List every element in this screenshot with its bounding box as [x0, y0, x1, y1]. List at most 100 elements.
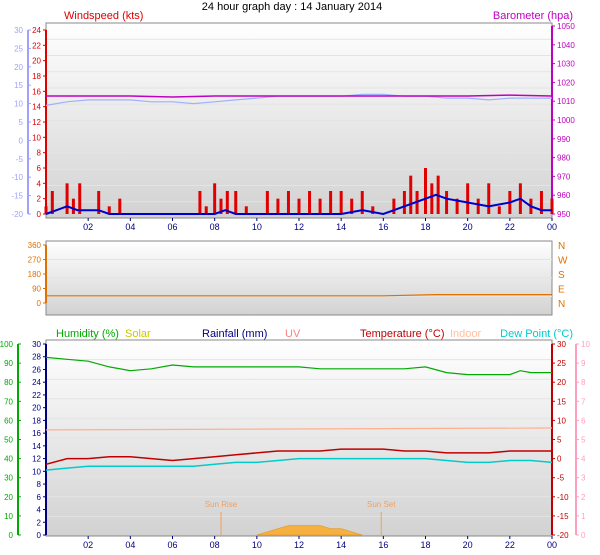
uv-axis-tick-label: 7 — [581, 397, 586, 406]
uv-axis-tick-label: 1 — [581, 512, 586, 521]
solar-axis-tick-label: 22 — [32, 391, 41, 400]
wind-gust-bar — [265, 191, 269, 214]
solar-axis-tick-label: 0 — [37, 531, 42, 540]
humidity-axis-tick-label: 60 — [4, 416, 13, 425]
solar-axis-tick-label: 28 — [32, 353, 41, 362]
wind-gust-bar — [360, 191, 364, 214]
windspeed-axis-tick-label: 8 — [37, 149, 42, 158]
windspeed-axis-tick-label: 22 — [32, 41, 41, 50]
barometer-axis-tick-label: 1020 — [557, 78, 575, 87]
x-tick-label: 02 — [83, 540, 93, 550]
left-temp-axis-tick-label: -5 — [16, 155, 24, 164]
wind-gust-bar — [466, 183, 470, 214]
humidity-axis-tick-label: 70 — [4, 397, 13, 406]
left-temp-axis-tick-label: 5 — [19, 118, 24, 127]
legend-solar: Solar — [125, 328, 151, 340]
barometer-axis-tick-label: 1030 — [557, 60, 575, 69]
barometer-axis-tick-label: 980 — [557, 154, 571, 163]
uv-axis-tick-label: 4 — [581, 455, 586, 464]
humidity-axis-tick-label: 80 — [4, 378, 13, 387]
chart-marks: 302520151050-5-10-15-2024222018161412108… — [0, 22, 590, 550]
wind-gust-bar — [297, 198, 301, 214]
barometer-series-line — [46, 94, 553, 98]
x-tick-label: 14 — [336, 540, 346, 550]
uv-axis-tick-label: 3 — [581, 474, 586, 483]
indoor-series-line — [45, 427, 553, 431]
solar-axis-tick-label: 16 — [32, 429, 41, 438]
wind-gust-bar — [539, 191, 543, 214]
windspeed-axis-tick-label: 16 — [32, 87, 41, 96]
wind-gust-bar — [198, 191, 202, 214]
sunset-label: Sun Set — [367, 500, 396, 509]
humidity-axis-tick-label: 20 — [4, 493, 13, 502]
solar-axis-tick-label: 26 — [32, 365, 41, 374]
solar-axis-tick-label: 12 — [32, 455, 41, 464]
wind-gust-bar — [244, 206, 248, 214]
windspeed-axis-tick-label: 20 — [32, 57, 41, 66]
temperature-axis-tick-label: -15 — [557, 512, 569, 521]
compass-label: N — [558, 299, 565, 310]
x-tick-label: 10 — [252, 222, 262, 232]
barometer-axis-tick-label: 960 — [557, 191, 571, 200]
wind-gust-bar — [476, 198, 480, 214]
wind-gust-bar — [44, 206, 48, 214]
uv-axis-tick-label: 5 — [581, 436, 586, 445]
left-temp-axis-tick-label: -15 — [11, 192, 23, 201]
wind-gust-bar — [371, 206, 375, 214]
solar-axis-tick-label: 8 — [37, 480, 42, 489]
wind-gust-bar — [424, 168, 427, 214]
x-tick-label: 06 — [167, 222, 177, 232]
uv-axis-tick-label: 8 — [581, 378, 586, 387]
windspeed-axis-tick-label: 0 — [37, 210, 42, 219]
direction-axis-tick-label: 180 — [28, 270, 42, 279]
temperature-axis-tick-label: 15 — [557, 397, 566, 406]
wind-gust-bar — [219, 198, 223, 214]
wind-gust-bar — [204, 206, 208, 214]
x-tick-label: 04 — [125, 222, 135, 232]
wind-gust-bar — [213, 183, 217, 214]
wind-gust-bar — [78, 183, 82, 214]
solar-axis-tick-label: 18 — [32, 416, 41, 425]
wind-gust-bar — [339, 191, 343, 214]
wind-average-series-line — [45, 193, 552, 216]
barometer-axis-tick-label: 1050 — [557, 22, 575, 31]
wind-gust-bar — [234, 191, 238, 214]
sunrise-label: Sun Rise — [205, 500, 238, 509]
left-temp-axis-tick-label: 0 — [19, 136, 24, 145]
temperature-axis-tick-label: 10 — [557, 416, 566, 425]
left-temp-axis-tick-label: -20 — [11, 210, 23, 219]
left-temp-axis-tick-label: 30 — [14, 26, 23, 35]
x-tick-label: 20 — [463, 540, 473, 550]
wind-gust-bar — [409, 175, 413, 214]
uv-axis-tick-label: 2 — [581, 493, 586, 502]
windspeed-axis-tick-label: 18 — [32, 72, 41, 81]
windspeed-axis-tick-label: 4 — [37, 179, 42, 188]
temperature-axis-tick-label: 20 — [557, 378, 566, 387]
temperature-axis-tick-label: 5 — [557, 436, 562, 445]
wind-gust-bar — [318, 198, 322, 214]
legend-uv: UV — [285, 328, 301, 340]
uv-axis-tick-label: 10 — [581, 340, 590, 349]
x-tick-label: 14 — [336, 222, 346, 232]
temperature-axis-tick-label: 25 — [557, 359, 566, 368]
x-tick-label: 08 — [210, 540, 220, 550]
temperature-axis-tick-label: -20 — [557, 531, 569, 540]
wind-gust-bar — [445, 191, 449, 214]
wind-gust-bar — [308, 191, 312, 214]
wind-gust-bar — [107, 206, 111, 214]
legend-temperature: Temperature (°C) — [360, 328, 444, 340]
wind-direction-series-line — [46, 294, 552, 297]
x-tick-label: 12 — [294, 222, 304, 232]
barometer-axis-tick-label: 990 — [557, 135, 571, 144]
uv-axis-tick-label: 6 — [581, 416, 586, 425]
temperature-axis-tick-label: -5 — [557, 474, 565, 483]
windspeed-axis-tick-label: 6 — [37, 164, 42, 173]
x-tick-label: 18 — [420, 540, 430, 550]
x-tick-label: 16 — [378, 540, 388, 550]
solar-area — [256, 525, 363, 536]
wind-gust-bar — [71, 198, 75, 214]
compass-label: N — [558, 241, 565, 252]
humidity-series-line — [45, 356, 552, 376]
humidity-axis-tick-label: 50 — [4, 436, 13, 445]
